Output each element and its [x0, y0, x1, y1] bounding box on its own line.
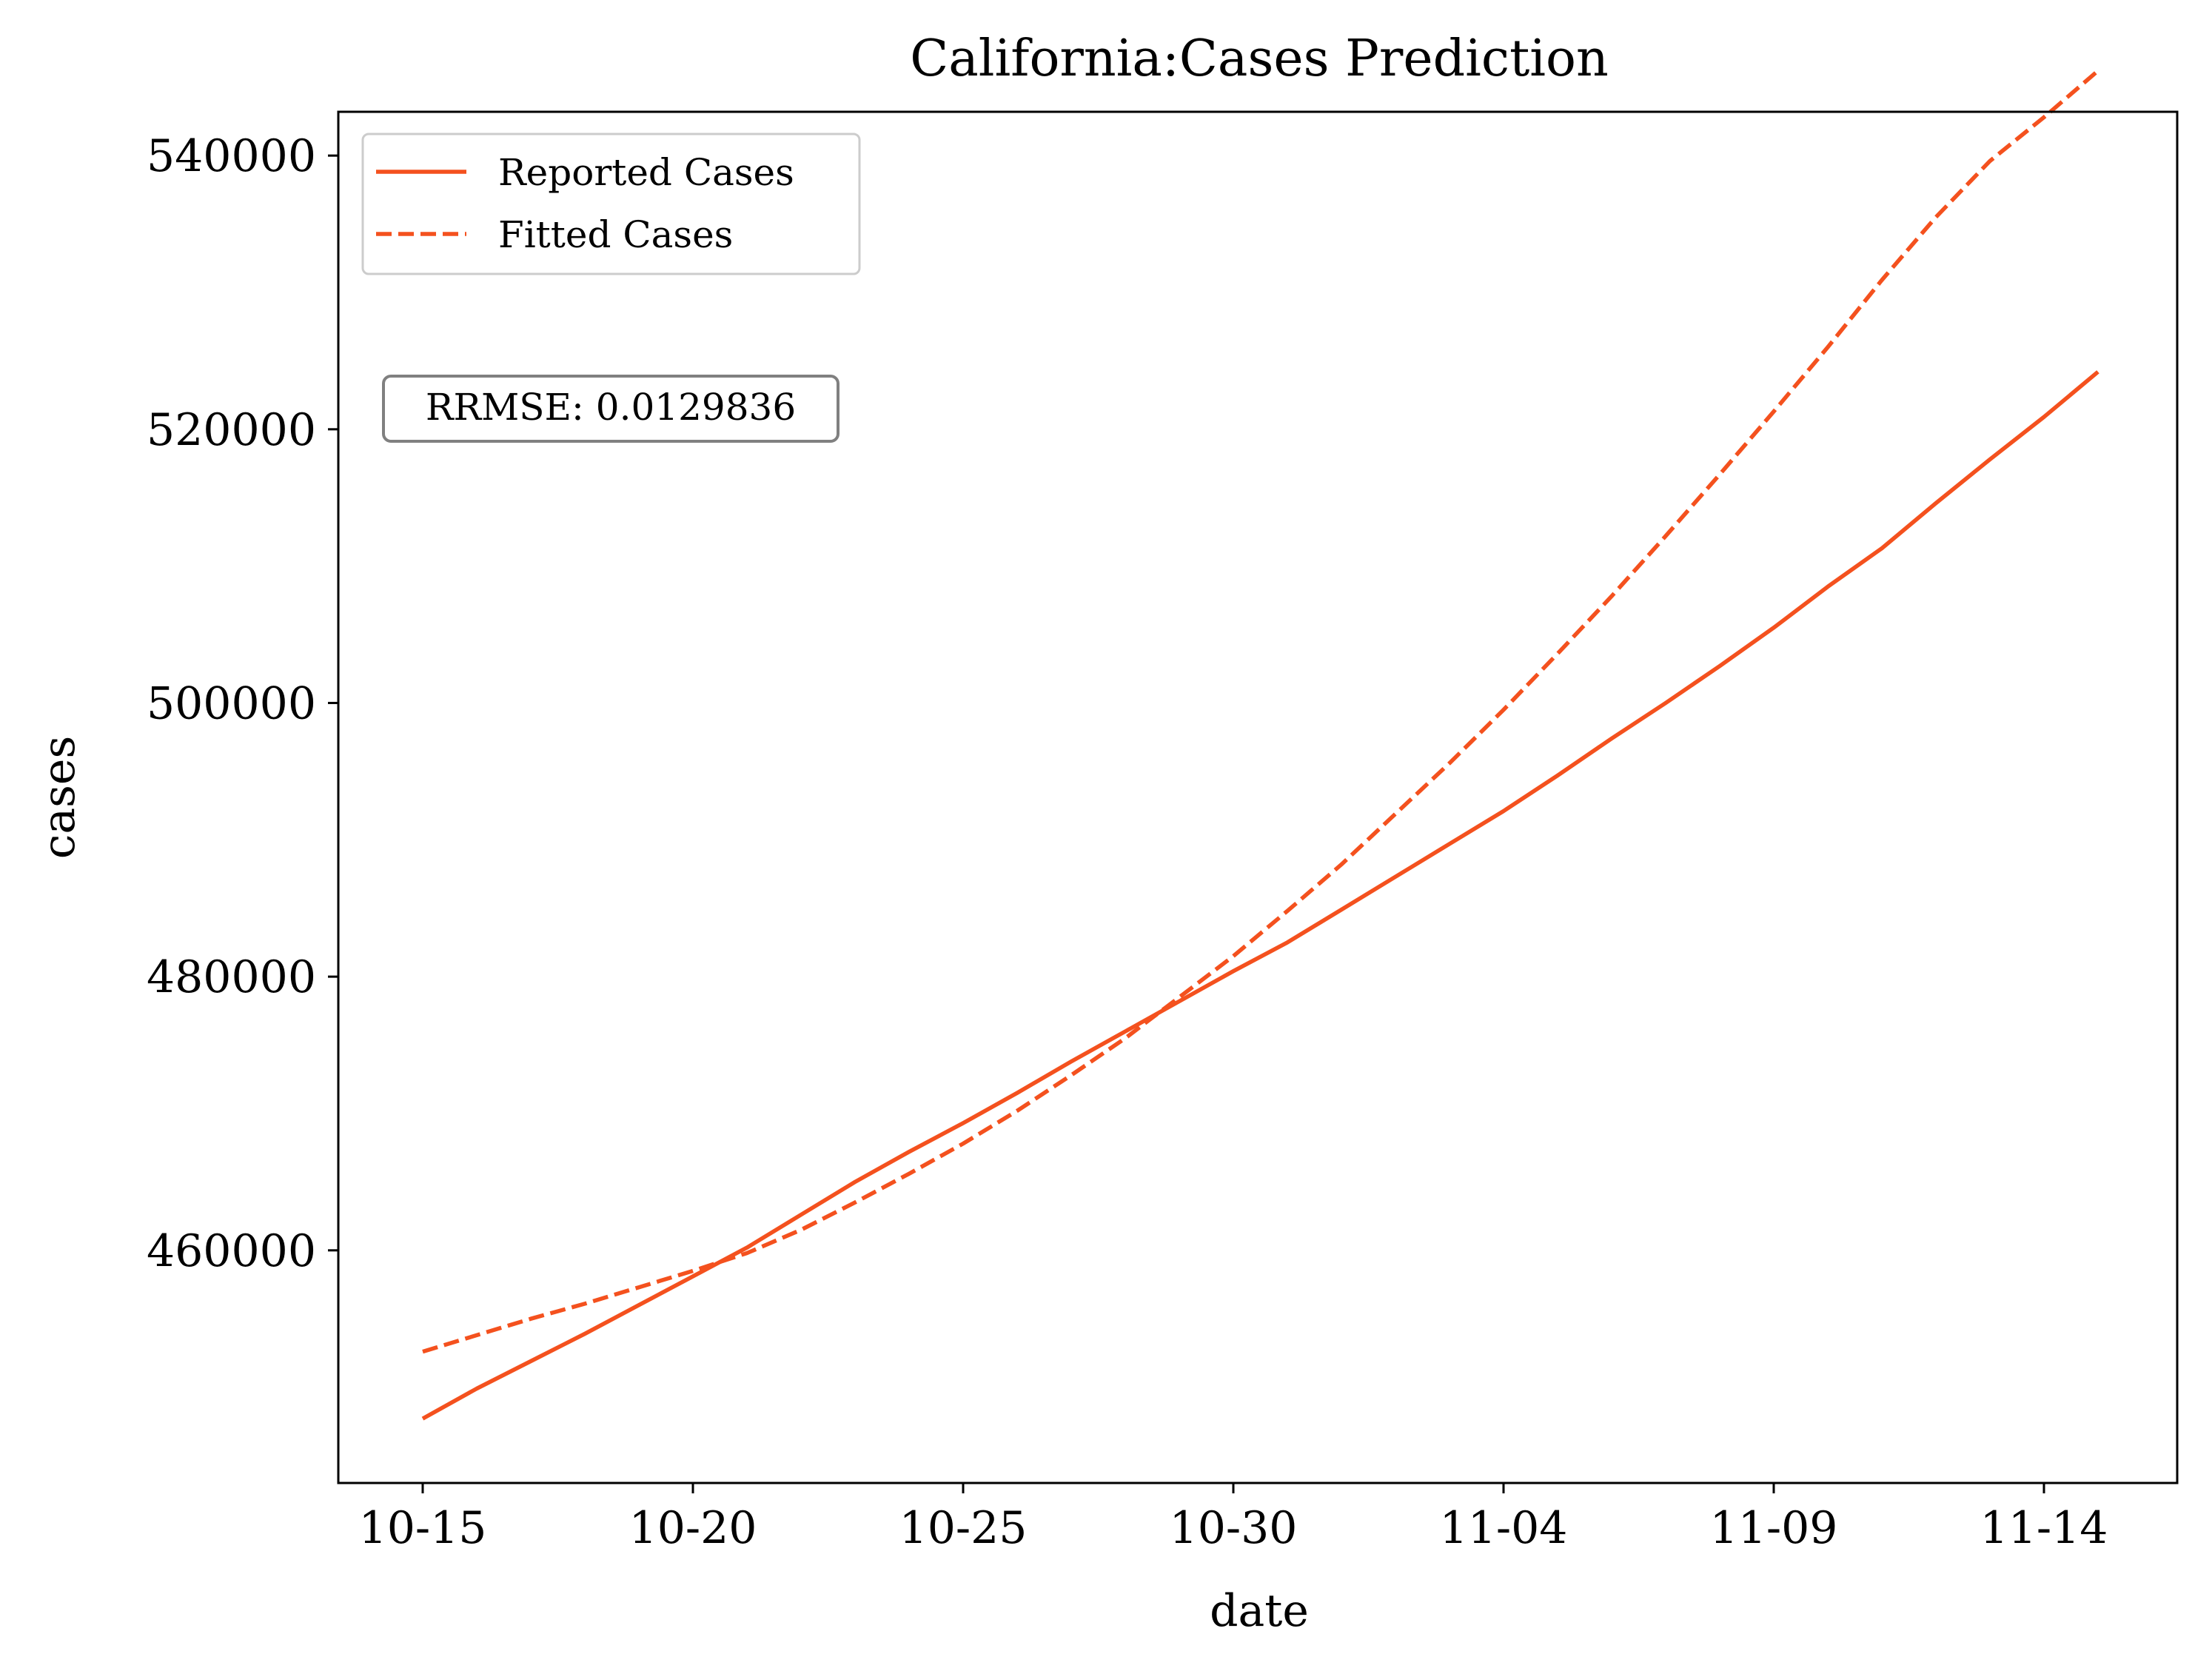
x-axis: 10-15 10-20 10-25 10-30 11-04 11-09 11-14: [359, 1483, 2108, 1554]
legend: Reported Cases Fitted Cases: [361, 133, 861, 275]
chart-title: California:Cases Prediction: [910, 30, 1609, 88]
plot-area: [421, 69, 2099, 1421]
legend-box: [361, 133, 861, 275]
x-tick-label: 10-20: [629, 1502, 757, 1554]
legend-label-fitted: Fitted Cases: [498, 213, 733, 256]
x-tick-label: 10-30: [1170, 1502, 1298, 1554]
plot-frame: [337, 110, 2179, 1484]
y-tick-label: 540000: [147, 130, 316, 182]
y-axis-label: cases: [33, 736, 85, 859]
rrmse-box: [382, 375, 839, 443]
y-axis: 460000 480000 500000 520000 540000: [147, 130, 338, 1277]
y-tick-label: 460000: [147, 1225, 316, 1277]
rrmse-annotation: RRMSE: 0.0129836: [382, 375, 839, 443]
x-tick-label: 11-04: [1440, 1502, 1568, 1554]
series-line-reported-cases: [421, 370, 2099, 1421]
x-tick-label: 11-14: [1980, 1502, 2108, 1554]
series-line-fitted-cases: [422, 69, 2099, 1354]
y-tick-label: 480000: [147, 951, 316, 1003]
x-tick-label: 10-15: [359, 1502, 487, 1554]
x-tick-label: 10-25: [899, 1502, 1028, 1554]
x-axis-label: date: [1210, 1585, 1309, 1637]
rrmse-text: RRMSE: 0.0129836: [426, 386, 796, 429]
legend-label-reported: Reported Cases: [498, 151, 794, 194]
y-tick-label: 500000: [147, 677, 316, 729]
x-tick-label: 11-09: [1710, 1502, 1838, 1554]
y-tick-label: 520000: [147, 404, 316, 456]
